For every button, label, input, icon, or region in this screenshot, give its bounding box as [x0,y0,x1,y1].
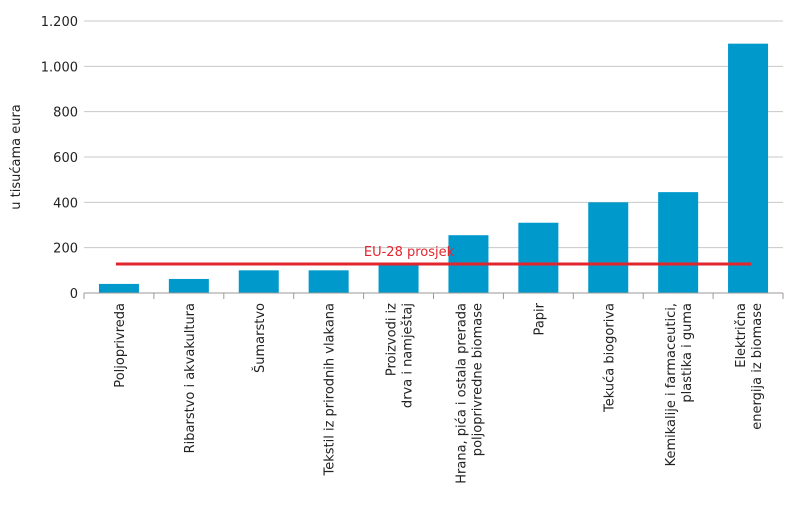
y-tick-label: 200 [53,242,78,257]
category-label-line: Hrana, pića i ostala prerada [454,303,469,484]
y-tick-label: 800 [53,106,78,121]
category-separators [83,293,784,299]
category-label-line: Proizvodi iz [385,303,400,376]
category-label-line: Električna [734,303,749,368]
bars [98,43,769,293]
category-label-line: drva i namještaj [401,303,416,408]
category-label-line: Kemikalije i farmaceutici, [664,303,679,466]
category-label: Šumarstvo [252,303,268,373]
y-tick-label: 600 [53,151,78,166]
category-label: Električna energija iz biomase [734,303,765,430]
bar [378,263,419,293]
category-label: Ribarstvo i akvakultura [183,303,198,453]
category-label: Poljoprivreda [113,303,128,388]
category-label: Kemikalije i farmaceutici, plastika i gum… [664,303,695,466]
bar [168,278,209,293]
y-tick-label: 400 [53,196,78,211]
y-tick-label: 1.000 [41,60,78,75]
bar [98,283,139,293]
bar [728,43,769,293]
bar [308,270,349,293]
y-tick-label: 1.200 [41,15,78,30]
y-tick-label: 0 [70,287,78,302]
category-label: Proizvodi iz drva i namještaj [385,303,416,408]
bar [588,202,629,293]
bar [518,222,559,293]
y-axis-title: u tisućama eura [9,104,24,210]
category-label: Hrana, pića i ostala prerada poljoprivred… [454,303,485,484]
bar [238,270,279,293]
category-label-line: Poljoprivreda [113,303,128,388]
category-label-line: Tekuća biogoriva [602,303,617,413]
category-label-line: plastika i guma [680,303,695,403]
category-label-line: poljoprivredne biomase [470,303,485,456]
category-label: Tekstil iz prirodnih vlakana [323,303,338,477]
bar [658,192,699,293]
category-label-line: Tekstil iz prirodnih vlakana [323,303,338,477]
category-label-line: energija iz biomase [750,303,765,430]
category-label: Papir [532,302,547,335]
category-labels: Poljoprivreda Ribarstvo i akvakultura Šuma… [113,302,765,483]
eu-average-label: EU-28 prosjek [364,245,455,260]
category-label-line: Ribarstvo i akvakultura [183,303,198,453]
y-axis-ticks: 0 200 400 600 800 1.000 1.200 [41,15,78,302]
category-label-line: Šumarstvo [252,303,268,373]
category-label: Tekuća biogoriva [602,303,617,413]
category-label-line: Papir [532,302,547,335]
